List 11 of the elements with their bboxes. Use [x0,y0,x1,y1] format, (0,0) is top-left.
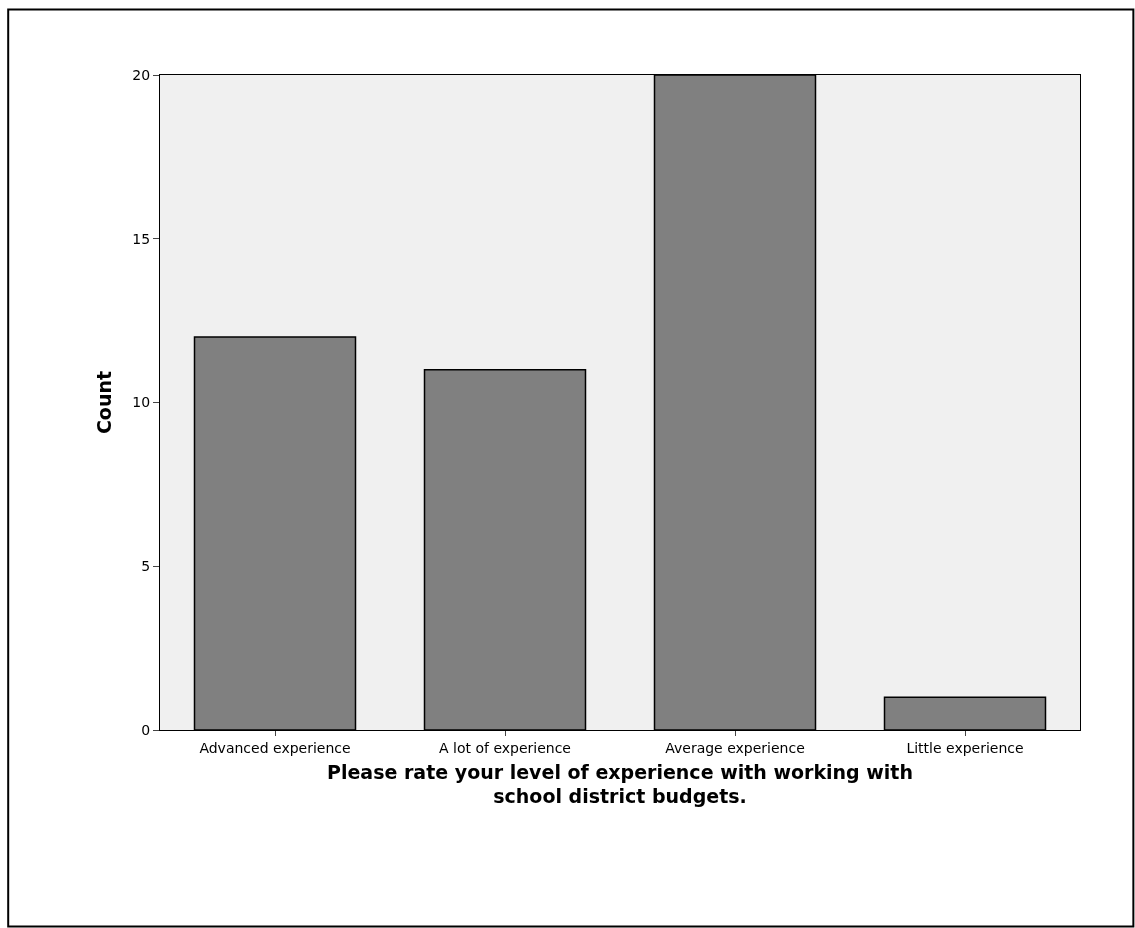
y-axis-title: Count [93,370,116,435]
y-tick-label: 20 [132,66,151,83]
x-tick-label: A lot of experience [439,739,571,756]
y-tick-label: 10 [132,394,151,411]
y-tick-label: 0 [141,721,151,738]
x-tick-label: Little experience [906,739,1024,756]
x-tick-label: Average experience [665,739,805,756]
y-tick-label: 5 [141,558,151,575]
x-tick-label: Advanced experience [199,739,351,756]
x-axis-title: Please rate your level of experience with working with school district budgets. [327,760,913,808]
y-tick-label: 15 [132,230,151,247]
